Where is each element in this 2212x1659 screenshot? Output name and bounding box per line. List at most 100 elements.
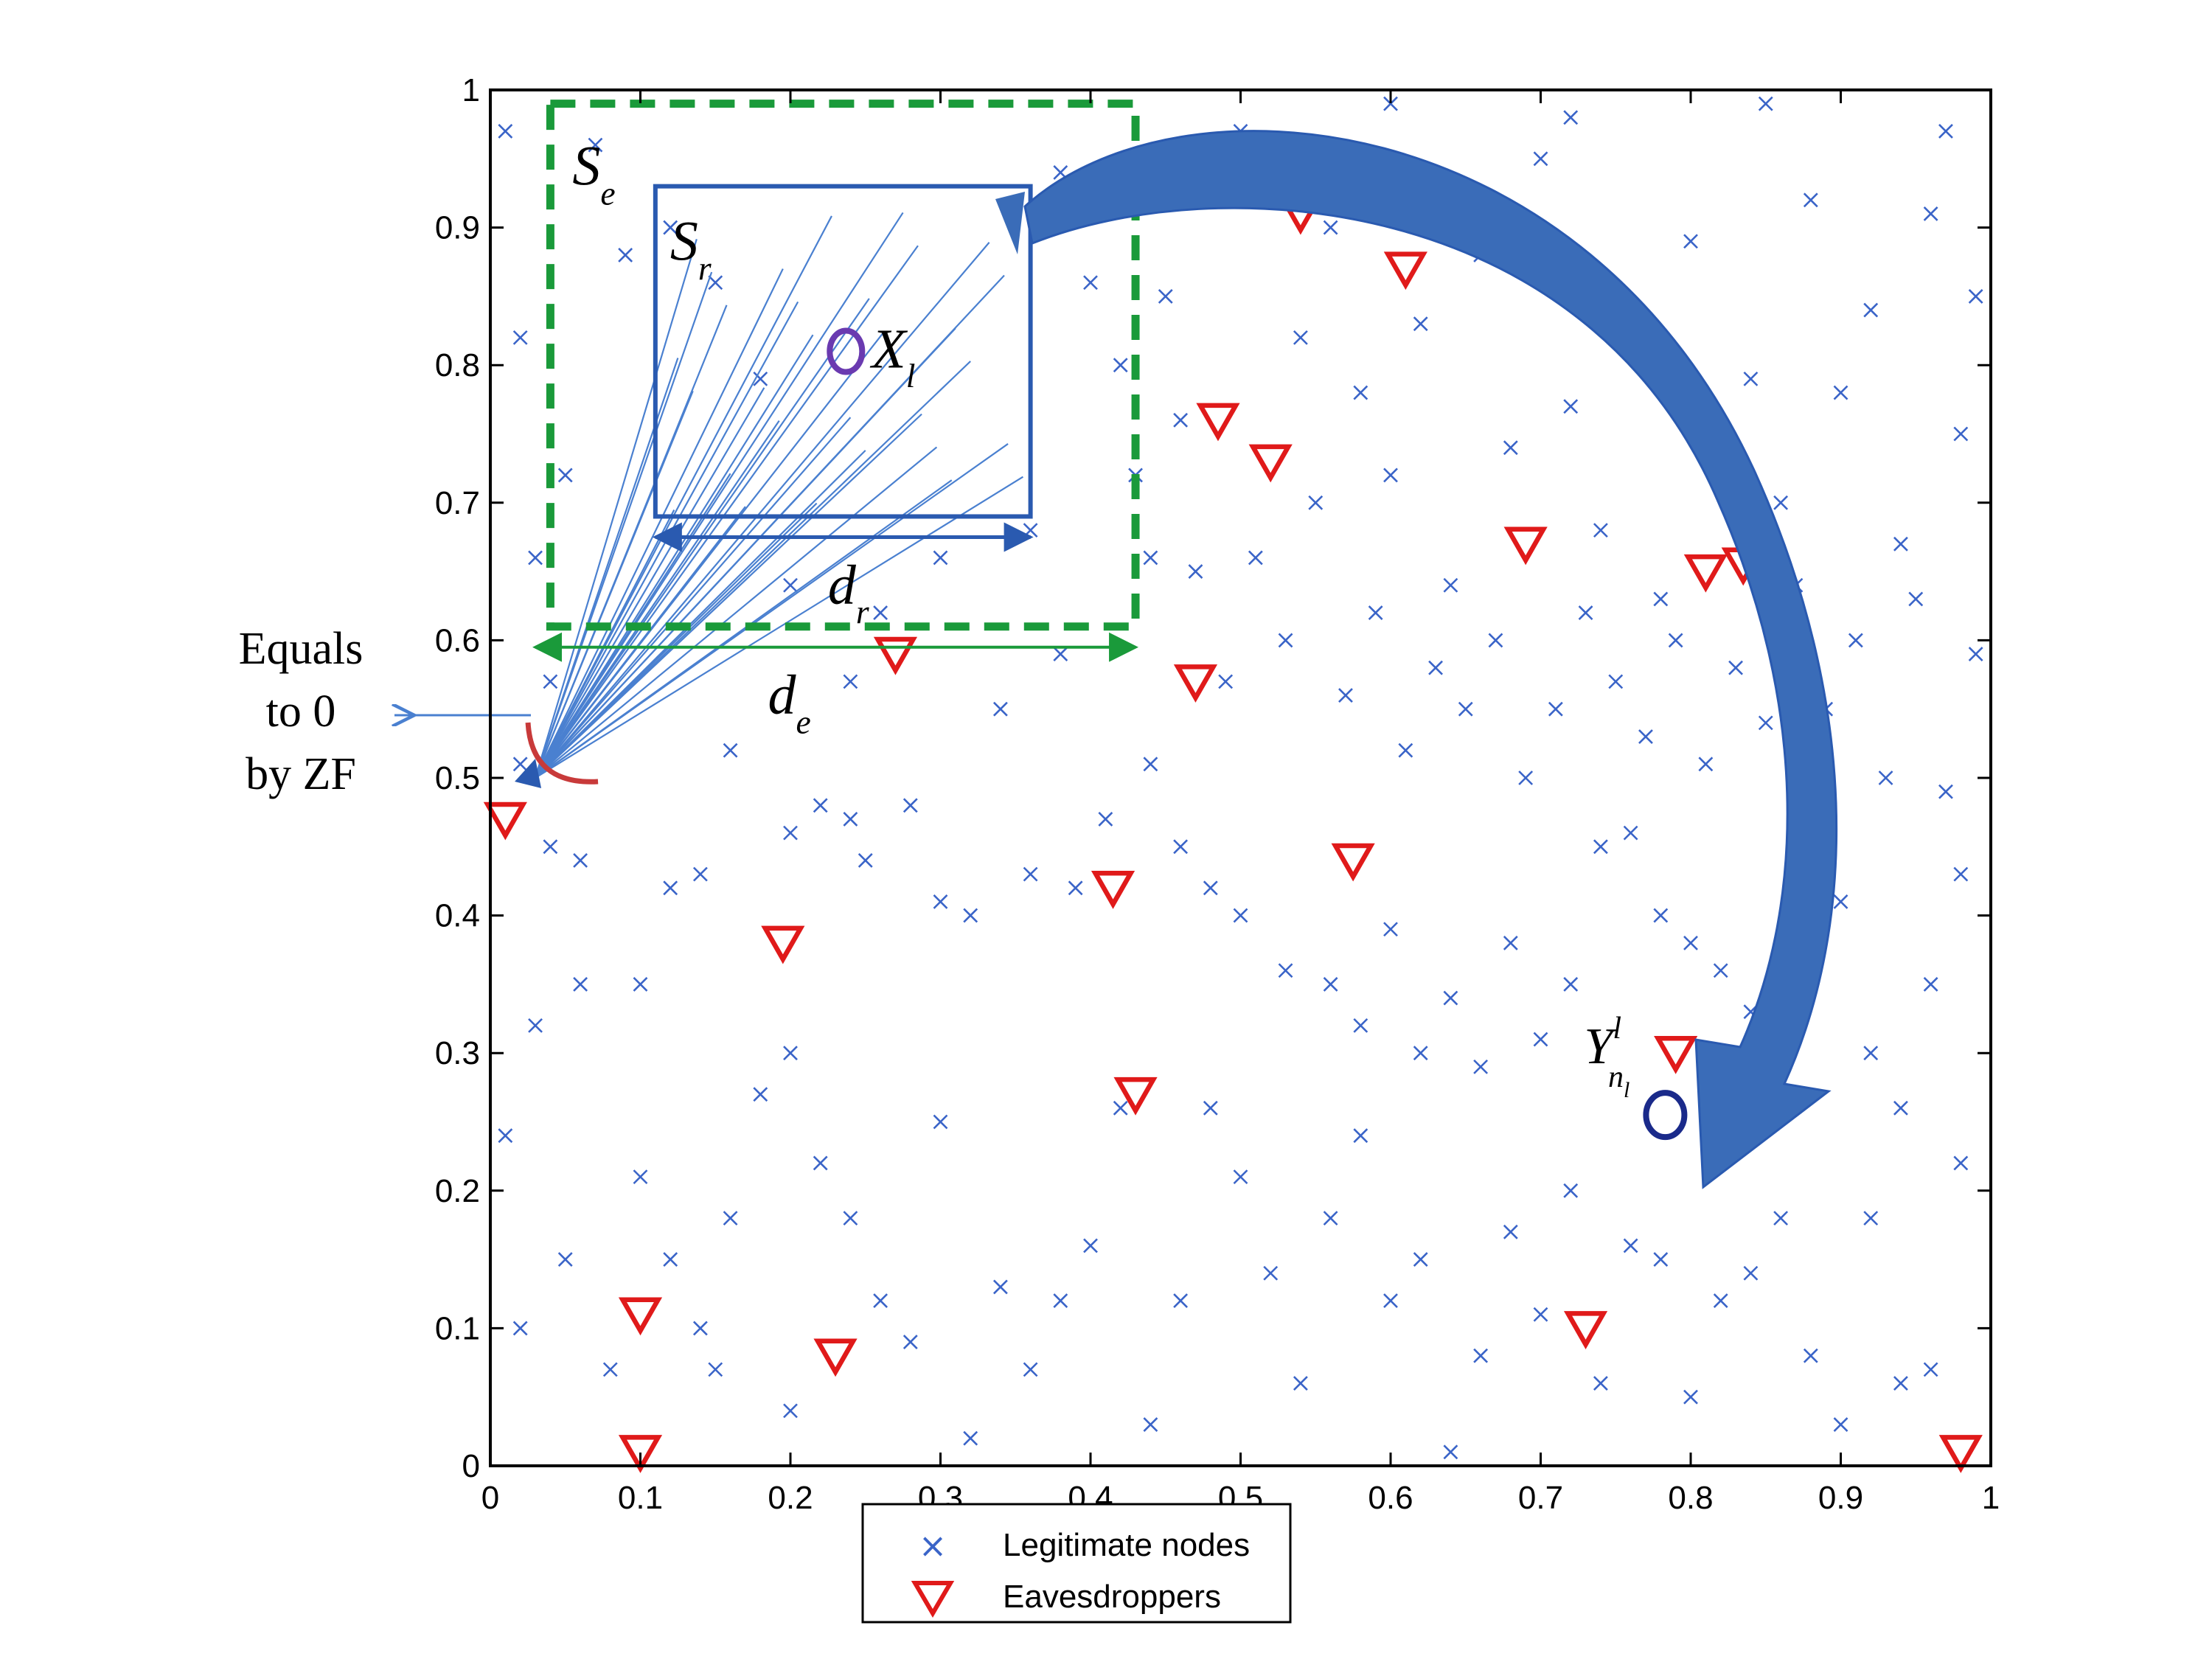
x-stroke-b: [1923, 976, 1938, 992]
legitimate-node-point: [1698, 757, 1714, 772]
x-stroke-b: [1563, 399, 1579, 414]
legitimate-node-point: [498, 124, 513, 139]
x-stroke-b: [1503, 1224, 1518, 1239]
x-stroke-b: [873, 605, 888, 620]
x-stroke-b: [1248, 550, 1263, 566]
legitimate-node-point: [873, 605, 888, 620]
x-stroke-b: [1923, 206, 1938, 221]
legitimate-node-point: [1323, 1211, 1338, 1226]
x-stroke-b: [963, 908, 978, 923]
legitimate-node-point: [573, 853, 588, 868]
x-stroke-b: [1068, 880, 1083, 896]
legitimate-node-point: [1398, 742, 1413, 758]
x-stroke-b: [512, 757, 528, 772]
legitimate-node-point: [858, 853, 873, 868]
x-stroke-b: [1323, 220, 1338, 235]
legitimate-node-point: [1413, 316, 1428, 332]
legitimate-node-point: [1578, 605, 1593, 620]
x-stroke-b: [1653, 591, 1669, 607]
x-stroke-b: [633, 1169, 648, 1185]
legitimate-node-point: [1353, 385, 1368, 400]
x-tick-label: 0.1: [618, 1480, 663, 1516]
beam-line: [535, 361, 971, 779]
eavesdropper-point: [873, 636, 918, 675]
legitimate-node-point: [1848, 633, 1863, 648]
legitimate-node-point: [1053, 647, 1068, 661]
legitimate-node-point: [1623, 825, 1638, 841]
legitimate-node-point: [783, 825, 798, 841]
legitimate-node-point: [1068, 880, 1083, 896]
x-stroke-b: [1878, 771, 1893, 785]
legitimate-node-point: [1893, 1100, 1908, 1116]
x-stroke-b: [528, 550, 543, 566]
x-stroke-b: [1578, 605, 1593, 620]
data-layer: [483, 96, 1983, 1473]
legitimate-node-point: [1383, 922, 1398, 937]
x-stroke-b: [1083, 1238, 1098, 1253]
x-stroke-b: [843, 674, 858, 689]
legitimate-node-point: [1683, 1389, 1698, 1405]
outer-region-box: [546, 100, 1140, 631]
legitimate-node-point: [1518, 771, 1534, 785]
eavesdropper-point: [1113, 1077, 1158, 1116]
x-stroke-b: [543, 674, 558, 689]
legitimate-node-point: [1908, 591, 1924, 607]
x-stroke-b: [723, 742, 738, 758]
x-stroke-b: [557, 467, 573, 483]
x-stroke-b: [1413, 316, 1428, 332]
y-tick-label: 0.2: [435, 1173, 480, 1209]
x-stroke-b: [1908, 591, 1924, 607]
x-stroke-b: [933, 894, 948, 909]
y-tick-label: 0.3: [435, 1035, 480, 1071]
x-stroke-b: [902, 1335, 918, 1349]
legitimate-node-point: [543, 839, 558, 855]
legitimate-node-point: [873, 1293, 888, 1308]
x-stroke-b: [1593, 839, 1608, 855]
x-stroke-b: [1713, 963, 1728, 978]
x-stroke-b: [1488, 633, 1503, 648]
x-stroke-b: [843, 1211, 858, 1226]
x-stroke-b: [1158, 288, 1173, 304]
legitimate-node-point: [963, 908, 978, 923]
x-stroke-b: [1233, 1169, 1248, 1185]
legitimate-node-point: [1743, 371, 1759, 386]
beam-line: [535, 387, 765, 779]
x-stroke-b: [783, 1046, 798, 1061]
legitimate-node-point: [933, 894, 948, 909]
legitimate-node-point: [588, 137, 603, 153]
legitimate-node-point: [933, 1114, 948, 1130]
x-stroke-b: [1653, 908, 1669, 923]
x-stroke-b: [1398, 742, 1413, 758]
legitimate-node-point: [708, 1362, 723, 1377]
x-stroke-b: [1773, 1211, 1789, 1226]
legitimate-node-point: [1353, 1128, 1368, 1144]
x-stroke-b: [1203, 1100, 1218, 1116]
outer-region-label: Se: [572, 136, 615, 212]
x-stroke-b: [1503, 936, 1518, 950]
legitimate-node-point: [843, 1211, 858, 1226]
x-stroke-b: [1848, 633, 1863, 648]
legitimate-node-point: [1098, 812, 1113, 827]
y-nl-label: Yl nl: [1584, 1012, 1630, 1102]
x-stroke-b: [873, 1293, 888, 1308]
legitimate-node-point: [1833, 894, 1848, 909]
legitimate-node-point: [1743, 1265, 1759, 1281]
legitimate-node-point: [528, 1018, 543, 1033]
x-stroke-b: [1278, 633, 1293, 648]
legitimate-node-point: [1473, 1348, 1489, 1363]
eavesdropper-point: [1938, 1435, 1983, 1473]
x-stroke-b: [663, 880, 678, 896]
legitimate-node-point: [1503, 936, 1518, 950]
legitimate-node-point: [1083, 1238, 1098, 1253]
legitimate-node-point: [1938, 124, 1953, 139]
x-stroke-b: [1938, 124, 1953, 139]
zf-note-line-1: Equals: [239, 624, 364, 674]
legitimate-node-point: [753, 371, 768, 386]
beam-line: [535, 245, 919, 779]
x-stroke-b: [633, 976, 648, 992]
zf-null-arc: [525, 722, 599, 785]
x-stroke-b: [1563, 110, 1579, 125]
legitimate-node-point: [1608, 674, 1624, 689]
eavesdropper-point: [1654, 1035, 1698, 1074]
x-stroke-b: [933, 1114, 948, 1130]
